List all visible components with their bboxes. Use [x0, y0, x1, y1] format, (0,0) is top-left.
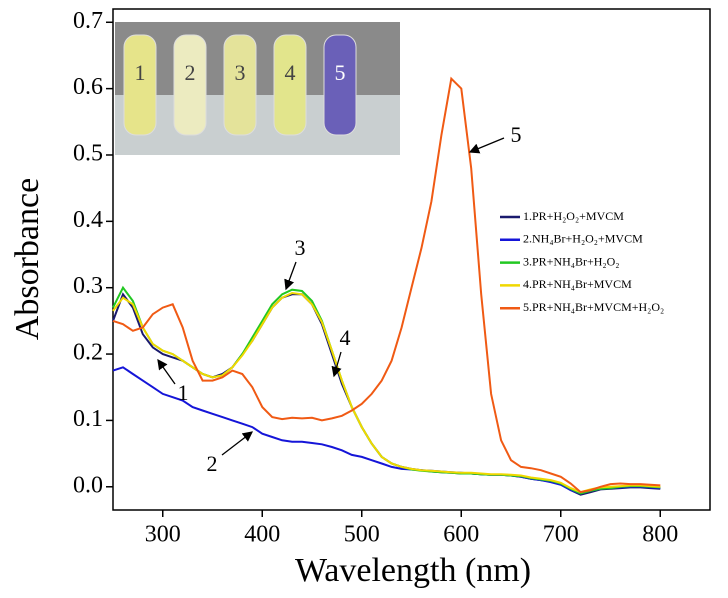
annotation-label: 5 [511, 122, 522, 147]
annotation-arrow [331, 351, 342, 378]
x-tick-label: 800 [642, 522, 678, 548]
tube-label: 3 [235, 60, 246, 85]
legend-label: 1.PR+H₂O₂+MVCM [523, 209, 624, 223]
y-tick-label: 0.6 [73, 74, 103, 100]
y-tick-label: 0.4 [73, 207, 103, 233]
x-tick-label: 300 [145, 522, 181, 548]
y-tick-label: 0.2 [73, 340, 103, 366]
y-tick-label: 0.1 [73, 406, 103, 432]
annotation-arrow [157, 358, 176, 385]
annotation-label: 1 [178, 380, 189, 405]
y-tick-label: 0.0 [73, 472, 103, 498]
series-line [112, 76, 661, 494]
y-tick-label: 0.5 [73, 140, 103, 166]
series-line [112, 366, 661, 495]
y-tick-label: 0.3 [73, 273, 103, 299]
y-tick-label: 0.7 [73, 8, 103, 34]
plot-frame [112, 8, 711, 511]
legend-label: 5.PR+NH₄Br+MVCM+H₂O₂ [523, 300, 664, 314]
tube-label: 5 [335, 60, 346, 85]
x-tick-label: 700 [543, 522, 579, 548]
tube [123, 34, 157, 136]
legend-label: 3.PR+NH₄Br+H₂O₂ [523, 254, 619, 268]
tube-label: 1 [135, 60, 146, 85]
tube [223, 34, 257, 136]
tube [173, 34, 207, 136]
series-line [112, 291, 661, 494]
annotation-label: 3 [295, 235, 306, 260]
annotation-arrow [284, 261, 297, 291]
annotation-arrow [221, 431, 254, 456]
tube [273, 34, 307, 136]
tube [323, 34, 357, 136]
x-tick-label: 600 [443, 522, 479, 548]
annotation-arrow [468, 137, 505, 154]
annotation-label: 2 [207, 451, 218, 476]
legend-label: 4.PR+NH₄Br+MVCM [523, 277, 632, 291]
x-axis-title: Wavelength (nm) [295, 552, 531, 589]
series-line [112, 285, 661, 495]
annotation-label: 4 [340, 325, 351, 350]
photo-rack [115, 95, 400, 155]
tube-label: 2 [185, 60, 196, 85]
inset-photo [115, 22, 400, 155]
x-tick-label: 400 [244, 522, 280, 548]
y-axis-title: Absorbance [9, 178, 46, 340]
legend-label: 2.NH₄Br+H₂O₂+MVCM [523, 232, 643, 246]
tube-label: 4 [285, 60, 296, 85]
x-tick-label: 500 [344, 522, 380, 548]
